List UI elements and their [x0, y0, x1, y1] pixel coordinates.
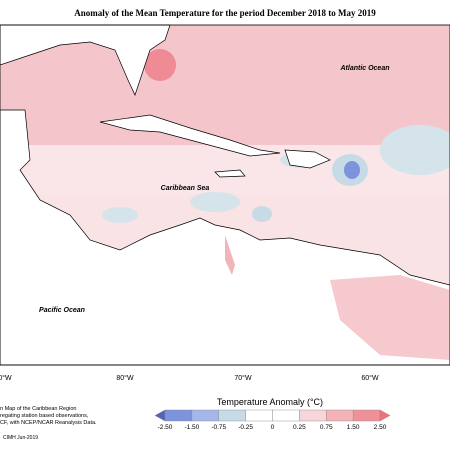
cool-core	[344, 161, 360, 179]
legend-arrow	[379, 409, 391, 422]
legend: -2.50 -1.50 -0.75 -0.25 0 0.25 0.75 1.50 2.50	[154, 409, 391, 431]
legend-tick-label: -1.50	[184, 424, 199, 431]
legend-swatch	[352, 409, 381, 422]
legend-swatch	[191, 409, 219, 422]
north-america	[0, 24, 171, 96]
cool-area	[190, 192, 240, 212]
legend-tick-label: 0.25	[293, 424, 306, 431]
legend-tick-label: 2.50	[374, 424, 387, 431]
footnote: n Map of the Caribbean Region regating s…	[0, 406, 97, 441]
map: Atlantic Ocean Caribbean Sea Pacific Oce…	[0, 24, 450, 366]
longitude-label: 0°W	[0, 374, 12, 382]
legend-tick-label: -0.25	[238, 424, 253, 431]
jamaica	[214, 169, 246, 178]
footnote-line: regating station based observations,	[0, 413, 89, 419]
cool-area	[380, 125, 450, 175]
legend-tick-label: 1.50	[347, 424, 360, 431]
hot-spot	[144, 49, 176, 81]
longitude-label: 70°W	[234, 374, 252, 382]
footnote-line: n Map of the Caribbean Region	[0, 406, 76, 412]
credit: CIMH Jun-2019	[3, 435, 38, 441]
cool-area	[252, 206, 272, 222]
legend-tick-label: -2.50	[158, 424, 173, 431]
ocean-label: Pacific Ocean	[39, 307, 85, 314]
mild-zone	[0, 145, 450, 195]
legend-swatch	[164, 409, 193, 422]
footnote-line: CF, with NCEP/NCAR Reanalysis Data.	[0, 420, 97, 426]
warm-land	[330, 275, 450, 360]
legend-tick-label: 0	[271, 424, 275, 431]
legend-swatch	[272, 409, 300, 422]
legend-swatch	[245, 409, 273, 422]
legend-tick-label: 0.75	[320, 424, 333, 431]
legend-swatch	[299, 409, 327, 422]
legend-tick-label: -0.75	[211, 424, 226, 431]
ocean-label: Atlantic Ocean	[339, 65, 389, 72]
longitude-axis: 0°W 80°W 70°W 60°W	[0, 374, 379, 382]
map-frame	[0, 24, 450, 366]
warm-land	[225, 235, 235, 275]
warm-zone	[0, 25, 450, 145]
title: Anomaly of the Mean Temperature for the …	[74, 8, 376, 18]
legend-swatch	[218, 409, 246, 422]
cool-area	[102, 207, 138, 223]
legend-swatch	[326, 409, 354, 422]
legend-arrow	[154, 409, 166, 422]
hispaniola	[284, 149, 331, 169]
cuba	[99, 114, 281, 157]
longitude-label: 60°W	[361, 374, 379, 382]
legend-title: Temperature Anomaly (°C)	[217, 397, 323, 407]
longitude-label: 80°W	[116, 374, 134, 382]
sea-label: Caribbean Sea	[161, 185, 210, 192]
